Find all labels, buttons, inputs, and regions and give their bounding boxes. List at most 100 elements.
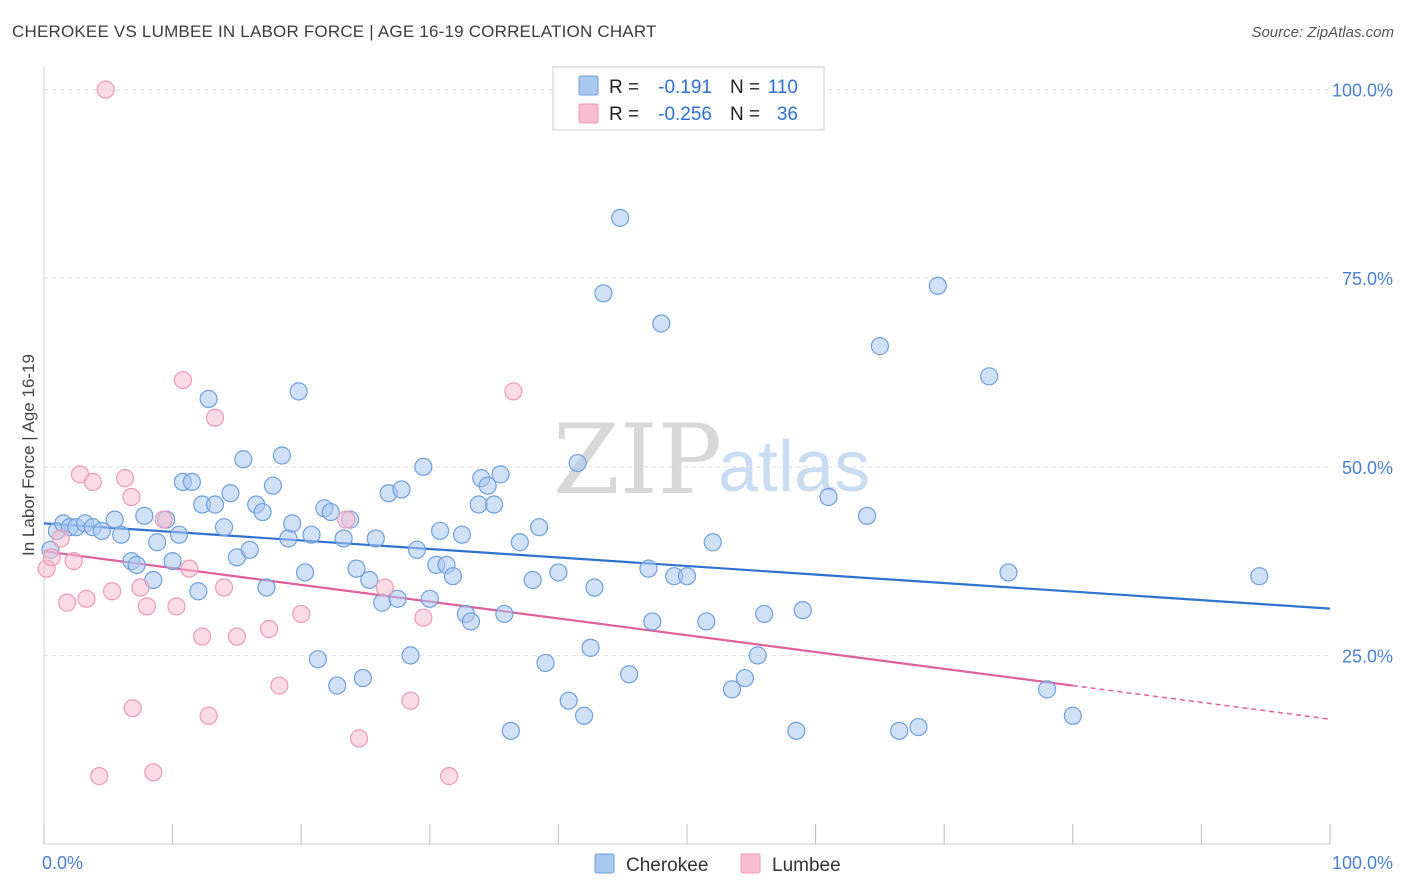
cherokee-point xyxy=(549,563,568,582)
cherokee-point xyxy=(221,484,240,503)
cherokee-point xyxy=(652,314,671,333)
lumbee-point xyxy=(199,706,218,725)
cherokee-point xyxy=(697,612,716,631)
cherokee-point xyxy=(182,472,201,492)
lumbee-point xyxy=(131,578,150,597)
bottom-legend-label-cherokee: Cherokee xyxy=(626,855,708,876)
cherokee-point xyxy=(295,563,315,582)
lumbee-point xyxy=(259,619,279,639)
y-tick-label: 100.0% xyxy=(1332,81,1393,101)
cherokee-point xyxy=(430,521,450,541)
cherokee-point xyxy=(585,578,604,597)
cherokee-point xyxy=(240,540,259,559)
cherokee-point xyxy=(199,389,218,409)
lumbee-point xyxy=(42,548,61,567)
cherokee-point xyxy=(735,668,754,688)
cherokee-point xyxy=(491,465,510,484)
cherokee-point xyxy=(793,601,812,620)
cherokee-point xyxy=(373,593,392,612)
lumbee-point xyxy=(205,408,225,427)
cherokee-point xyxy=(523,570,542,590)
cherokee-point xyxy=(510,533,529,552)
bottom-legend: Cherokee Lumbee xyxy=(594,853,841,876)
cherokee-point xyxy=(536,653,555,673)
cherokee-point xyxy=(407,540,427,559)
legend-r-value-lumbee: -0.256 xyxy=(658,104,712,125)
lumbee-point xyxy=(154,510,173,529)
cherokee-point xyxy=(272,446,292,465)
cherokee-point xyxy=(189,582,208,601)
cherokee-point xyxy=(703,533,722,552)
cherokee-point xyxy=(169,525,189,544)
lumbee-point xyxy=(180,559,199,578)
lumbee-point xyxy=(123,699,142,718)
cherokee-point xyxy=(392,480,411,499)
lumbee-point xyxy=(504,382,523,401)
cherokee-point xyxy=(414,457,433,476)
cherokee-point xyxy=(611,208,630,227)
legend-swatch-lumbee xyxy=(578,103,599,124)
cherokee-point xyxy=(112,525,131,544)
lumbee-point xyxy=(270,676,289,695)
bottom-legend-label-lumbee: Lumbee xyxy=(772,855,841,876)
lumbee-point xyxy=(58,593,77,612)
cherokee-point xyxy=(308,650,328,669)
legend-n-value-cherokee: 110 xyxy=(768,77,798,98)
cherokee-point xyxy=(135,506,154,525)
bottom-legend-swatch-lumbee xyxy=(740,853,761,874)
cherokee-point xyxy=(461,612,481,631)
cherokee-point xyxy=(469,495,488,514)
lumbee-point xyxy=(96,80,115,99)
cherokee-point xyxy=(575,706,594,725)
cherokee-trendline xyxy=(43,522,1331,610)
y-tick-label: 50.0% xyxy=(1342,458,1393,478)
lumbee-point xyxy=(214,578,234,597)
y-tick-label: 75.0% xyxy=(1342,269,1393,289)
cherokee-point xyxy=(748,646,767,665)
lumbee-point xyxy=(173,370,192,390)
cherokee-point xyxy=(620,665,639,684)
legend-r-label-lumbee: R = xyxy=(609,104,639,125)
lumbee-trendline xyxy=(43,550,1073,687)
cherokee-point xyxy=(163,552,182,571)
cherokee-point xyxy=(639,559,658,578)
lumbee-point xyxy=(292,604,311,624)
cherokee-point xyxy=(401,646,420,665)
cherokee-point xyxy=(263,476,283,495)
legend-n-value-lumbee: 36 xyxy=(777,104,798,125)
top-legend: R = -0.191 N = 110 R = -0.256 N = 36 xyxy=(552,66,825,131)
cherokee-point xyxy=(999,563,1018,582)
cherokee-point xyxy=(1063,706,1082,725)
lumbee-point xyxy=(439,767,459,786)
cherokee-point xyxy=(334,529,353,548)
lumbee-point xyxy=(144,763,163,782)
cherokee-point xyxy=(366,529,385,548)
cherokee-point xyxy=(347,559,366,578)
trendlines xyxy=(43,522,1331,720)
lumbee-point xyxy=(337,510,356,529)
cherokee-point xyxy=(857,506,877,525)
chart-title: CHEROKEE VS LUMBEE IN LABOR FORCE | AGE … xyxy=(12,22,657,41)
cherokee-point xyxy=(205,495,225,514)
cherokee-point xyxy=(485,495,504,514)
lumbee-point xyxy=(51,529,70,548)
cherokee-point xyxy=(388,589,407,608)
cherokee-point xyxy=(594,284,613,303)
cherokee-point xyxy=(787,721,806,740)
cherokee-point xyxy=(92,521,111,541)
axes: 0.0% 100.0% xyxy=(42,67,1393,873)
cherokee-point xyxy=(321,502,340,522)
lumbee-point xyxy=(103,582,122,601)
cherokee-point xyxy=(1037,680,1057,699)
cherokee-point xyxy=(353,668,373,688)
cherokee-point xyxy=(928,276,947,295)
cherokee-point xyxy=(568,453,587,473)
lumbee-point xyxy=(90,767,109,786)
lumbee-point xyxy=(193,627,212,646)
cherokee-point xyxy=(253,502,272,522)
lumbee-trendline-extension xyxy=(1072,684,1331,720)
cherokee-point xyxy=(148,533,167,552)
cherokee-point xyxy=(909,717,928,737)
lumbee-point xyxy=(122,487,141,507)
